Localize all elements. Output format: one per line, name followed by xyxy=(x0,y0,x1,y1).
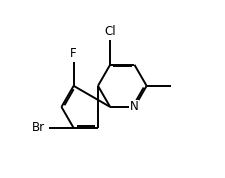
Text: N: N xyxy=(130,100,138,113)
Text: Br: Br xyxy=(32,122,45,135)
Text: Cl: Cl xyxy=(104,25,115,38)
Text: F: F xyxy=(70,47,77,60)
